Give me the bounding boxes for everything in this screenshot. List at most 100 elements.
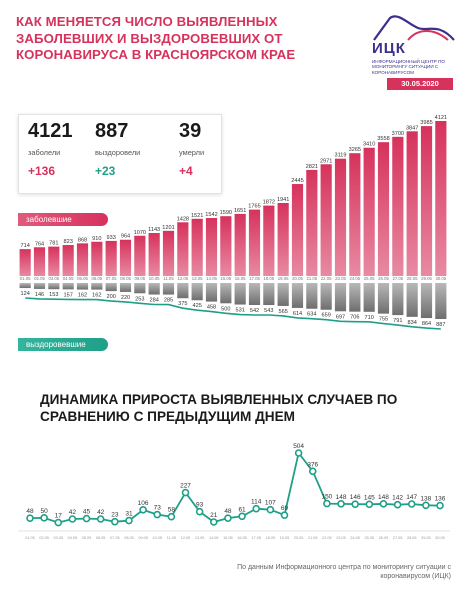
increase-date-label: 14.05 (209, 536, 219, 540)
increase-point (393, 500, 402, 509)
increase-label: 146 (350, 494, 361, 501)
increase-date-label: 02.05 (39, 536, 49, 540)
sick-bar (320, 164, 332, 276)
sick-bar-label: 714 (20, 243, 29, 249)
sick-bar-label: 868 (78, 237, 87, 243)
date-tick-label: 05.05 (77, 276, 88, 281)
date-tick-label: 24.05 (349, 276, 360, 281)
increase-label: 142 (392, 495, 403, 502)
increase-label: 107 (265, 500, 276, 507)
sick-bar-label: 1542 (205, 212, 217, 218)
increase-date-label: 05.05 (82, 536, 92, 540)
date-tick-label: 08.05 (120, 276, 131, 281)
increase-point (181, 488, 190, 497)
sick-bar (205, 218, 218, 276)
increase-point (407, 500, 416, 508)
sick-bar (105, 240, 117, 276)
page-title: Как меняется число выявленных заболевших… (16, 14, 296, 62)
sick-bar-label: 933 (106, 235, 115, 241)
date-tick-label: 06.05 (91, 276, 102, 281)
recovered-bar-label: 791 (393, 318, 402, 324)
sick-bar (119, 239, 132, 276)
increase-label: 114 (251, 499, 262, 506)
increase-date-label: 23.05 (336, 536, 346, 540)
sick-bar (435, 121, 447, 276)
stat-died-delta: +4 (179, 164, 193, 178)
date-tick-label: 23.05 (335, 276, 346, 281)
recovered-trend-line (25, 297, 441, 330)
recovered-bar (162, 283, 175, 295)
increase-date-label: 18.05 (266, 536, 276, 540)
increase-date-label: 24.05 (350, 536, 360, 540)
date-tick-label: 03.05 (48, 276, 59, 281)
sick-bar (62, 245, 74, 276)
increase-point (224, 514, 232, 522)
increase-date-label: 03.05 (54, 536, 64, 540)
recovered-bar-label: 543 (264, 308, 273, 314)
recovered-bar (62, 283, 74, 290)
increase-date-label: 22.05 (322, 536, 332, 540)
stat-sick-delta: +136 (28, 164, 56, 178)
section-subtitle: Динамика прироста выявленных случаев по … (40, 392, 398, 424)
date-tick-label: 16.05 (235, 276, 246, 281)
recovered-bar (263, 283, 275, 306)
sick-bar-label: 1651 (234, 208, 246, 214)
sick-bar-label: 3410 (363, 142, 375, 148)
increase-date-label: 13.05 (195, 536, 205, 540)
increase-date-label: 25.05 (365, 536, 375, 540)
increase-label: 145 (364, 494, 375, 501)
increase-label: 148 (336, 494, 347, 501)
recovered-bar-label: 697 (336, 314, 345, 320)
recovered-bar (91, 283, 103, 290)
increase-label: 58 (168, 507, 176, 514)
recovered-bar-label: 834 (407, 320, 416, 326)
recovered-bar-label: 124 (20, 291, 29, 297)
increase-date-label: 07.05 (110, 536, 120, 540)
increase-label: 227 (180, 483, 191, 490)
increase-point (40, 514, 48, 522)
recovered-bar-label: 565 (278, 309, 287, 315)
recovered-bar (248, 283, 261, 305)
stat-recovered-label: выздоровели (95, 148, 141, 157)
recovered-bar-label: 285 (164, 298, 173, 304)
recovered-bar (134, 283, 146, 294)
stat-died-label: умерли (179, 148, 205, 157)
increase-label: 73 (154, 505, 162, 512)
daily-increase-line (29, 450, 441, 524)
sick-bar (162, 230, 175, 276)
recovered-bar (220, 283, 232, 304)
date-tick-label: 10.05 (149, 276, 160, 281)
increase-point (436, 501, 444, 510)
recovered-bar-label: 887 (436, 322, 445, 328)
increase-date-label: 08.05 (124, 536, 134, 540)
date-tick-label: 19.05 (278, 276, 289, 281)
date-tick-label: 04.05 (63, 276, 74, 281)
increase-label: 93 (196, 502, 204, 509)
sick-bar-label: 1941 (277, 197, 289, 203)
recovered-bar (277, 283, 289, 306)
date-tick-label: 27.05 (392, 276, 403, 281)
increase-label: 376 (307, 461, 318, 468)
sick-bar (392, 136, 404, 276)
date-tick-label: 02.05 (34, 276, 45, 281)
sick-bar-label: 1590 (220, 210, 232, 216)
increase-date-label: 09.05 (138, 536, 148, 540)
sick-bar-label: 3558 (377, 136, 389, 142)
increase-label: 42 (69, 509, 77, 516)
increase-date-label: 12.05 (181, 536, 191, 540)
increase-date-label: 10.05 (152, 536, 162, 540)
increase-label: 148 (378, 494, 389, 501)
sick-bar-label: 2971 (320, 158, 332, 164)
increase-point (379, 500, 388, 508)
increase-date-label: 17.05 (251, 536, 261, 540)
recovered-bar-label: 157 (63, 292, 72, 298)
recovered-bar-label: 425 (192, 303, 201, 309)
increase-label: 147 (406, 494, 417, 501)
sick-bar (177, 222, 189, 276)
date-tick-label: 28.05 (407, 276, 418, 281)
increase-date-label: 20.05 (294, 536, 304, 540)
recovered-bar (191, 283, 203, 301)
sick-bar-label: 3700 (392, 131, 404, 137)
increase-label: 48 (224, 508, 232, 515)
recovered-bar-label: 659 (321, 313, 330, 319)
